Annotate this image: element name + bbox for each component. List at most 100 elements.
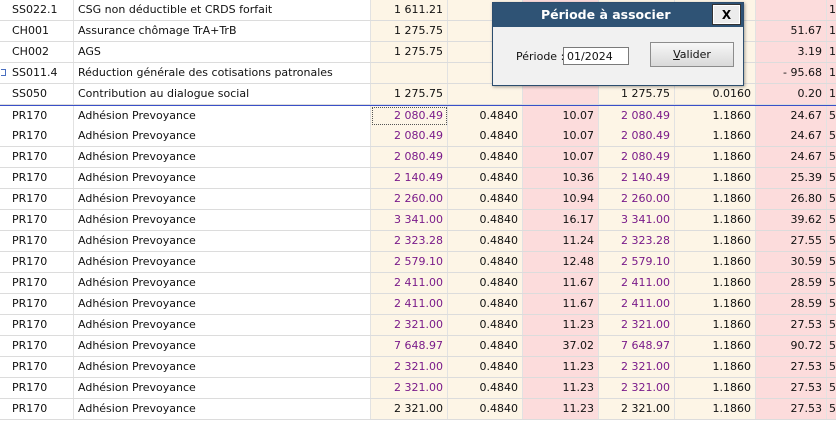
cell-amount-patronal[interactable]: 3.19 (756, 42, 827, 62)
cell-amount-patronal[interactable]: 25.39 (756, 168, 827, 188)
cell-code[interactable]: PR170 (8, 378, 74, 398)
cell-amount-salarial[interactable]: 12.48 (523, 252, 599, 272)
cell-code[interactable]: PR170 (8, 357, 74, 377)
cell-amount-patronal[interactable]: 27.53 (756, 378, 827, 398)
table-row[interactable]: PR170 Adhésion Prevoyance 2 411.00 0.4840 11… (0, 294, 836, 315)
table-row[interactable]: PR170 Adhésion Prevoyance 2 323.28 0.4840 11… (0, 231, 836, 252)
cell-rate-patronal[interactable]: 1.1860 (675, 106, 756, 126)
cell-base[interactable]: 2 321.00 (371, 378, 448, 398)
cell-label[interactable]: Adhésion Prevoyance (74, 315, 371, 335)
cell-rate-salarial[interactable]: 0.4840 (448, 336, 523, 356)
table-row[interactable]: PR170 Adhésion Prevoyance 3 341.00 0.4840 16… (0, 210, 836, 231)
cell-extra[interactable]: 1 (827, 42, 836, 62)
cell-rate-salarial[interactable]: 0.4840 (448, 106, 523, 126)
cell-amount-patronal[interactable]: 24.67 (756, 126, 827, 146)
cell-base-patronal[interactable]: 7 648.97 (599, 336, 675, 356)
cell-base-patronal[interactable]: 2 080.49 (599, 106, 675, 126)
cell-extra[interactable]: 5 (827, 315, 836, 335)
cell-base[interactable]: 2 260.00 (371, 189, 448, 209)
cell-rate-salarial[interactable]: 0.4840 (448, 210, 523, 230)
cell-code[interactable]: PR170 (8, 294, 74, 314)
cell-rate-patronal[interactable]: 1.1860 (675, 399, 756, 419)
cell-base[interactable]: 2 323.28 (371, 231, 448, 251)
cell-amount-salarial[interactable]: 10.07 (523, 147, 599, 167)
cell-base-patronal[interactable]: 2 411.00 (599, 273, 675, 293)
cell-code[interactable]: SS022.1 (8, 0, 74, 20)
cell-amount-salarial[interactable]: 10.07 (523, 126, 599, 146)
cell-rate-patronal[interactable]: 1.1860 (675, 273, 756, 293)
cell-code[interactable]: PR170 (8, 168, 74, 188)
cell-base[interactable]: 2 321.00 (371, 357, 448, 377)
cell-rate-patronal[interactable]: 1.1860 (675, 210, 756, 230)
cell-amount-salarial[interactable]: 10.36 (523, 168, 599, 188)
cell-amount-salarial[interactable]: 10.07 (523, 106, 599, 126)
cell-extra[interactable]: 1 (827, 0, 836, 20)
table-row[interactable]: PR170 Adhésion Prevoyance 2 080.49 0.4840 10… (0, 126, 836, 147)
cell-amount-patronal[interactable] (756, 0, 827, 20)
table-row[interactable]: PR170 Adhésion Prevoyance 2 321.00 0.4840 11… (0, 378, 836, 399)
table-row[interactable]: PR170 Adhésion Prevoyance 2 321.00 0.4840 11… (0, 357, 836, 378)
cell-extra[interactable]: 1 (827, 63, 836, 83)
table-row[interactable]: PR170 Adhésion Prevoyance 7 648.97 0.4840 37… (0, 336, 836, 357)
cell-base-patronal[interactable]: 2 080.49 (599, 147, 675, 167)
cell-rate-salarial[interactable]: 0.4840 (448, 399, 523, 419)
cell-label[interactable]: Adhésion Prevoyance (74, 147, 371, 167)
cell-base-patronal[interactable]: 2 321.00 (599, 315, 675, 335)
cell-rate-patronal[interactable]: 1.1860 (675, 357, 756, 377)
cell-base[interactable]: 1 275.75 (371, 42, 448, 62)
cell-base[interactable]: 2 411.00 (371, 273, 448, 293)
cell-rate-salarial[interactable] (448, 84, 523, 104)
cell-rate-patronal[interactable]: 1.1860 (675, 168, 756, 188)
cell-extra[interactable]: 5 (827, 210, 836, 230)
cell-amount-patronal[interactable]: 39.62 (756, 210, 827, 230)
cell-rate-salarial[interactable]: 0.4840 (448, 315, 523, 335)
cell-extra[interactable]: 5 (827, 126, 836, 146)
cell-amount-patronal[interactable]: 51.67 (756, 21, 827, 41)
cell-extra[interactable]: 5 (827, 336, 836, 356)
cell-base-patronal[interactable]: 2 080.49 (599, 126, 675, 146)
cell-rate-patronal[interactable]: 1.1860 (675, 189, 756, 209)
cell-base-patronal[interactable]: 2 321.00 (599, 357, 675, 377)
cell-rate-patronal[interactable]: 1.1860 (675, 252, 756, 272)
cell-extra[interactable]: 5 (827, 168, 836, 188)
cell-extra[interactable]: 5 (827, 294, 836, 314)
cell-amount-patronal[interactable]: - 95.68 (756, 63, 827, 83)
table-row[interactable]: PR170 Adhésion Prevoyance 2 321.00 0.4840 11… (0, 315, 836, 336)
cell-base-patronal[interactable]: 2 260.00 (599, 189, 675, 209)
cell-base-patronal[interactable]: 2 323.28 (599, 231, 675, 251)
table-row[interactable]: PR170 Adhésion Prevoyance 2 411.00 0.4840 11… (0, 273, 836, 294)
cell-label[interactable]: Adhésion Prevoyance (74, 210, 371, 230)
cell-code[interactable]: SS011.4 (8, 63, 74, 83)
cell-rate-patronal[interactable]: 1.1860 (675, 147, 756, 167)
table-row[interactable]: PR170 Adhésion Prevoyance 2 140.49 0.4840 10… (0, 168, 836, 189)
table-row[interactable]: PR170 Adhésion Prevoyance 2 579.10 0.4840 12… (0, 252, 836, 273)
cell-amount-salarial[interactable]: 11.67 (523, 294, 599, 314)
cell-amount-salarial[interactable]: 16.17 (523, 210, 599, 230)
cell-amount-salarial[interactable]: 11.23 (523, 357, 599, 377)
cell-amount-patronal[interactable]: 24.67 (756, 147, 827, 167)
cell-code[interactable]: PR170 (8, 106, 74, 126)
cell-base-patronal[interactable]: 2 321.00 (599, 399, 675, 419)
cell-code[interactable]: PR170 (8, 126, 74, 146)
cell-label[interactable]: Adhésion Prevoyance (74, 168, 371, 188)
cell-base[interactable]: 2 321.00 (371, 399, 448, 419)
cell-extra[interactable]: 1 (827, 21, 836, 41)
cell-code[interactable]: PR170 (8, 252, 74, 272)
cell-base[interactable]: 2 080.49 (371, 126, 448, 146)
cell-extra[interactable]: 5 (827, 357, 836, 377)
cell-extra[interactable]: 5 (827, 399, 836, 419)
cell-rate-salarial[interactable]: 0.4840 (448, 294, 523, 314)
cell-base[interactable]: 2 411.00 (371, 294, 448, 314)
table-row[interactable]: PR170 Adhésion Prevoyance 2 080.49 0.4840 10… (0, 147, 836, 168)
cell-rate-salarial[interactable]: 0.4840 (448, 168, 523, 188)
cell-label[interactable]: Adhésion Prevoyance (74, 106, 371, 126)
close-button[interactable]: X (712, 4, 741, 25)
cell-base[interactable]: 1 275.75 (371, 21, 448, 41)
cell-rate-salarial[interactable]: 0.4840 (448, 147, 523, 167)
cell-label[interactable]: AGS (74, 42, 371, 62)
cell-extra[interactable]: 1 (827, 84, 836, 104)
cell-amount-patronal[interactable]: 0.20 (756, 84, 827, 104)
table-row[interactable]: PR170 Adhésion Prevoyance 2 260.00 0.4840 10… (0, 189, 836, 210)
cell-label[interactable]: Adhésion Prevoyance (74, 189, 371, 209)
cell-extra[interactable]: 5 (827, 189, 836, 209)
